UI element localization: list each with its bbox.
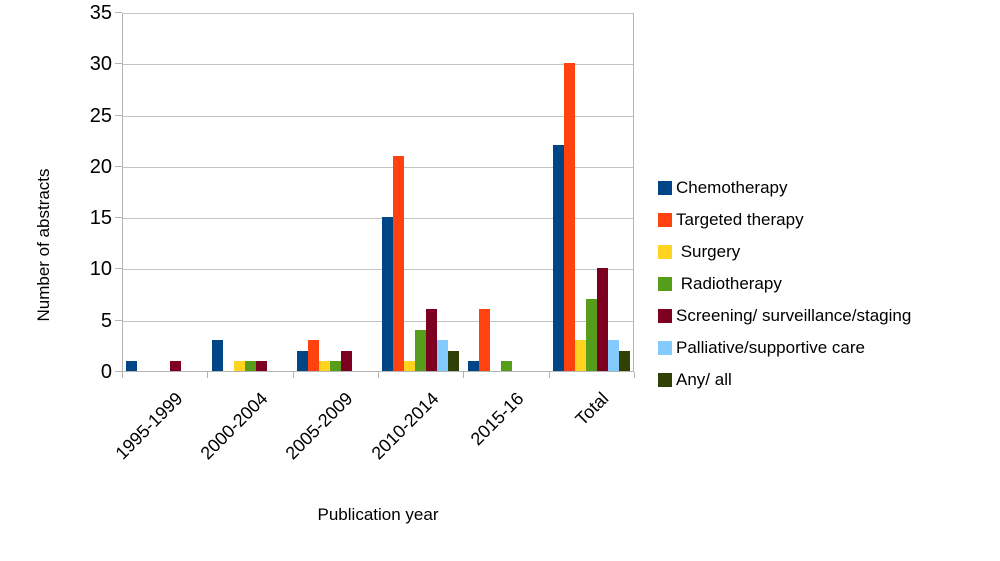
- legend-swatch: [658, 276, 672, 291]
- bar-radiotherapy-2000-2004: [244, 360, 256, 371]
- bar-targeted-2015-16: [478, 309, 490, 371]
- bar-chemotherapy-1995-1999: [126, 360, 138, 371]
- bar-surgery-Total: [574, 340, 586, 371]
- y-tick-label: 10: [89, 258, 112, 281]
- bar-any-2010-2014: [448, 350, 460, 371]
- bar-radiotherapy-2010-2014: [415, 329, 427, 371]
- y-tick-label: 35: [89, 2, 112, 24]
- y-tick-label: 15: [89, 207, 112, 230]
- legend-swatch: [658, 340, 672, 355]
- bar-screening-2000-2004: [255, 360, 267, 371]
- legend-item: Screening/ surveillance/staging: [658, 306, 911, 325]
- plot-right-border: [633, 13, 634, 372]
- x-axis-line: [122, 371, 634, 372]
- x-tick-mark: [207, 372, 209, 378]
- y-tick-mark: [115, 165, 122, 167]
- x-category-label: 1995-1999: [111, 388, 187, 464]
- x-tick-mark: [463, 372, 465, 378]
- x-category-label: Total: [571, 388, 613, 430]
- bar-targeted-Total: [563, 63, 575, 371]
- legend-label: Any/ all: [676, 370, 732, 389]
- legend-swatch: [658, 372, 672, 387]
- bar-screening-2005-2009: [340, 350, 352, 371]
- legend-label: Targeted therapy: [676, 210, 804, 229]
- x-category-label: 2015-16: [466, 388, 528, 450]
- bar-radiotherapy-Total: [585, 299, 597, 371]
- bar-palliative-Total: [607, 340, 619, 371]
- legend-swatch: [658, 180, 672, 195]
- y-tick-mark: [115, 63, 122, 65]
- x-tick-mark: [122, 372, 123, 378]
- gridline-y5: [122, 320, 634, 322]
- legend-swatch: [658, 244, 672, 259]
- bar-surgery-2000-2004: [233, 360, 245, 371]
- plot-area: [122, 13, 634, 372]
- x-category-label: 2010-2014: [367, 388, 443, 464]
- bar-chemotherapy-2015-16: [467, 360, 479, 371]
- bar-surgery-2005-2009: [318, 360, 330, 371]
- y-tick-mark: [115, 114, 122, 116]
- legend-item: Targeted therapy: [658, 210, 911, 229]
- y-tick-mark: [115, 319, 122, 321]
- bar-surgery-2010-2014: [404, 360, 416, 371]
- legend-item: Palliative/supportive care: [658, 338, 911, 357]
- y-tick-label: 25: [89, 104, 112, 127]
- x-tick-mark: [548, 372, 550, 378]
- bar-screening-1995-1999: [170, 360, 182, 371]
- x-category-label: 2005-2009: [281, 388, 357, 464]
- bar-radiotherapy-2005-2009: [329, 360, 341, 371]
- y-tick-label: 5: [100, 309, 112, 332]
- y-tick-mark: [115, 268, 122, 270]
- bar-chemotherapy-2000-2004: [211, 340, 223, 371]
- bar-targeted-2010-2014: [393, 155, 405, 371]
- gridline-y20: [122, 166, 634, 168]
- bar-any-Total: [618, 350, 630, 371]
- y-tick-mark: [115, 12, 122, 13]
- y-tick-mark: [115, 371, 122, 372]
- gridline-y15: [122, 218, 634, 220]
- y-axis-title: Number of abstracts: [34, 168, 53, 322]
- legend-swatch: [658, 308, 672, 323]
- legend-label: Radiotherapy: [676, 274, 782, 293]
- y-tick-mark: [115, 217, 122, 219]
- y-axis-line: [122, 13, 123, 372]
- legend-item: Radiotherapy: [658, 274, 911, 293]
- legend-label: Surgery: [676, 242, 741, 261]
- y-tick-label: 20: [89, 155, 112, 178]
- x-tick-mark: [634, 372, 635, 378]
- bar-screening-Total: [596, 268, 608, 371]
- gridline-y25: [122, 115, 634, 117]
- x-category-label: 2000-2004: [196, 388, 272, 464]
- gridline-y35: [122, 13, 634, 14]
- legend-label: Screening/ surveillance/staging: [676, 306, 912, 325]
- bar-targeted-2005-2009: [307, 340, 319, 371]
- legend-item: Surgery: [658, 242, 911, 261]
- legend-label: Chemotherapy: [676, 178, 788, 197]
- bar-chemotherapy-2005-2009: [296, 350, 308, 371]
- bar-chemotherapy-2010-2014: [382, 217, 394, 371]
- y-tick-label: 0: [100, 361, 112, 383]
- gridline-y10: [122, 269, 634, 271]
- legend-item: Any/ all: [658, 370, 911, 389]
- legend: Chemotherapy Targeted therapy Surgery Rad…: [658, 178, 911, 389]
- bar-screening-2010-2014: [426, 309, 438, 371]
- x-axis-title: Publication year: [317, 505, 439, 524]
- legend-item: Chemotherapy: [658, 178, 911, 197]
- x-tick-mark: [292, 372, 294, 378]
- legend-swatch: [658, 212, 672, 227]
- y-tick-label: 30: [89, 53, 112, 76]
- x-tick-mark: [378, 372, 379, 378]
- legend-label: Palliative/supportive care: [676, 338, 865, 357]
- bar-chemotherapy-Total: [552, 145, 564, 371]
- bar-palliative-2010-2014: [437, 340, 449, 371]
- gridline-y30: [122, 64, 634, 66]
- bar-radiotherapy-2015-16: [500, 360, 512, 371]
